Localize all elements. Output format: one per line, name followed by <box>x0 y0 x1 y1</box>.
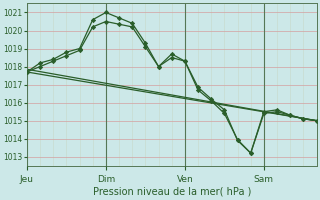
X-axis label: Pression niveau de la mer( hPa ): Pression niveau de la mer( hPa ) <box>92 187 251 197</box>
